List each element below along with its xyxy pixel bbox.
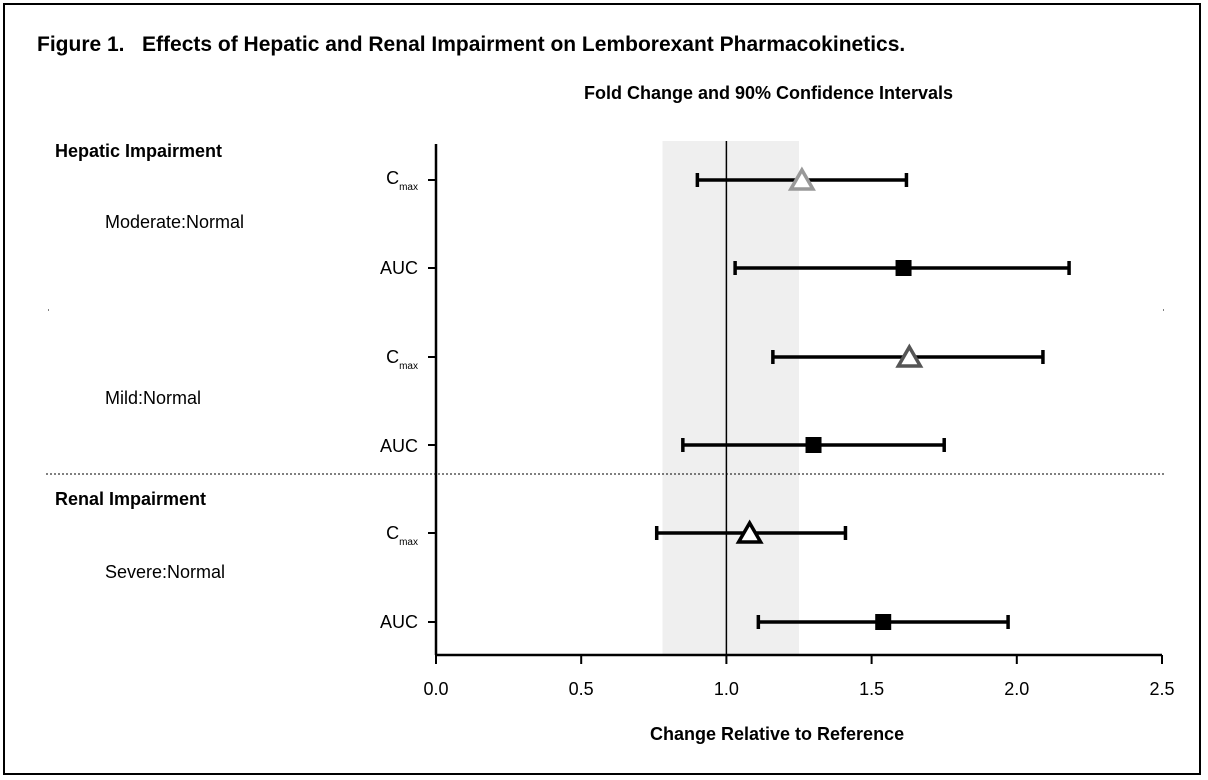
x-tick-label: 0.5 [568, 679, 594, 699]
ci-rows [654, 166, 1071, 630]
comparison-label-moderate: Moderate:Normal [105, 212, 245, 232]
row-label-auc: AUC [379, 258, 418, 278]
reference-band [662, 141, 799, 655]
figure-title: Figure 1. Effects of Hepatic and Renal I… [37, 33, 906, 56]
row-label-auc: AUC [379, 436, 418, 456]
point-estimate-square [875, 614, 892, 630]
x-axis-label: Change Relative to Reference [650, 724, 905, 744]
point-estimate-square [805, 437, 822, 453]
row-label-auc: AUC [379, 612, 418, 632]
chart-subtitle: Fold Change and 90% Confidence Intervals [584, 83, 954, 103]
point-estimate-triangle [735, 519, 764, 544]
x-tick-label: 1.0 [713, 679, 739, 699]
comparison-label-severe: Severe:Normal [105, 562, 226, 582]
comparison-label-mild: Mild:Normal [105, 388, 202, 408]
section-label-hepatic: Hepatic Impairment [55, 141, 223, 161]
x-tick-label: 0.0 [423, 679, 449, 699]
row-label-cmax: Cmax [386, 347, 418, 372]
point-estimate-triangle [787, 166, 816, 191]
section-label-renal: Renal Impairment [55, 489, 207, 509]
x-tick-label: 1.5 [859, 679, 885, 699]
figure-frame [3, 3, 1201, 775]
row-label-cmax: Cmax [386, 168, 418, 193]
x-axis-ticks [435, 655, 1163, 664]
x-tick-label: 2.5 [1149, 679, 1175, 699]
point-estimate-triangle [895, 343, 924, 368]
row-label-cmax: Cmax [386, 523, 418, 548]
x-tick-label: 2.0 [1004, 679, 1030, 699]
point-estimate-square [895, 260, 912, 276]
y-axis-ticks [428, 179, 436, 623]
